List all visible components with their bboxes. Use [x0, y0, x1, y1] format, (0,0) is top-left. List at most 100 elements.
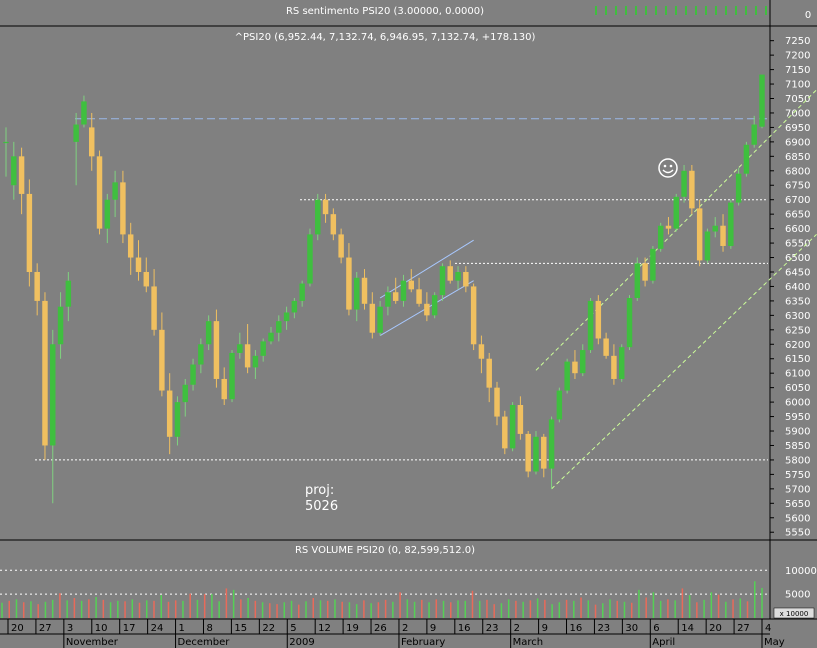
candle-body [634, 263, 641, 299]
volume-panel: RS VOLUME PSI20 (0, 82,599,512.0) 10000 5… [0, 540, 817, 620]
candle-body [283, 312, 290, 322]
candle-body [143, 271, 150, 287]
candle-body [618, 347, 625, 379]
candle-body [650, 248, 656, 281]
sentiment-title: RS sentimento PSI20 (3.00000, 0.0000) [286, 6, 484, 17]
candle-body [424, 303, 430, 316]
candle-body [673, 196, 679, 229]
y-tick-label: 6000 [785, 398, 810, 409]
x-tick-label: 19 [346, 623, 359, 634]
candle-body [517, 404, 524, 434]
y-tick-label: 6750 [785, 181, 810, 192]
x-tick-label: 23 [486, 623, 499, 634]
candle-body [182, 384, 188, 403]
y-tick-label: 6450 [785, 267, 810, 278]
candle-body [299, 283, 305, 301]
candle-body [416, 289, 422, 304]
trendlines [379, 89, 817, 490]
candle-body [50, 344, 56, 446]
candle-body [541, 436, 547, 469]
y-tick-label: 6800 [785, 166, 810, 177]
volume-bars [1, 581, 763, 618]
x-axis: 20 27 3 10 17 24 1 8 15 22 5 12 19 26 2 9 16 23 2 9 16 23 30 6 1… [0, 619, 785, 648]
x-tick-label: 12 [318, 623, 331, 634]
candle-body [353, 277, 360, 310]
candle-body [439, 266, 446, 296]
candle-body [151, 286, 157, 330]
candle-body [611, 355, 617, 379]
x-tick-label: 22 [262, 623, 275, 634]
y-tick-label: 7250 [785, 36, 810, 47]
candle-body [580, 350, 586, 374]
x-tick-label: 1 [179, 623, 185, 634]
y-tick-label: 5900 [785, 427, 810, 438]
x-tick-label: 16 [458, 623, 471, 634]
x-tick-label: 2 [402, 623, 408, 634]
candle-body [315, 199, 321, 235]
candle-body [408, 280, 415, 290]
candle-body [338, 234, 344, 258]
candle-body [11, 156, 17, 186]
sentiment-axis-label: 0 [805, 10, 811, 21]
x-tick-label: 5 [290, 623, 296, 634]
volume-title: RS VOLUME PSI20 (0, 82,599,512.0) [295, 545, 475, 556]
candle-body [42, 300, 48, 446]
candle-body [260, 341, 266, 356]
candle-body [595, 300, 602, 339]
y-tick-label: 7000 [785, 108, 810, 119]
candle-body [626, 298, 633, 348]
candle-body [657, 225, 664, 249]
candle-body [642, 263, 648, 281]
candle-body [494, 387, 500, 417]
candle-body [478, 344, 485, 359]
candle-body [244, 344, 251, 368]
y-tick-label: 6550 [785, 239, 810, 250]
candle-body [18, 156, 25, 194]
month-label: November [66, 637, 119, 648]
y-tick-label: 5550 [785, 528, 810, 539]
volume-tick-label: 10000 [785, 566, 817, 577]
candle-body [743, 144, 750, 174]
y-tick-label: 6500 [785, 253, 810, 264]
x-tick-label: 10 [95, 623, 108, 634]
candle-body [556, 390, 563, 420]
y-tick-label: 6200 [785, 340, 810, 351]
candle-body [34, 271, 40, 301]
x-tick-label: 14 [681, 623, 694, 634]
x-tick-label: 6 [653, 623, 659, 634]
candle-body [712, 225, 718, 232]
candle-body [369, 303, 376, 333]
candle-body [166, 390, 173, 437]
y-tick-label: 6250 [785, 325, 810, 336]
candle-body [96, 156, 103, 229]
y-tick-label: 7150 [785, 65, 810, 76]
candle-body [65, 280, 72, 307]
candle-body [205, 321, 212, 345]
candle-body [759, 74, 765, 127]
volume-y-axis: 10000 5000 [785, 566, 817, 601]
price-title: ^PSI20 (6,952.44, 7,132.74, 6,946.95, 7,… [235, 32, 536, 43]
x-tick-label: 26 [374, 623, 387, 634]
candle-body [307, 234, 313, 284]
y-tick-label: 5850 [785, 441, 810, 452]
candle-body [127, 234, 134, 258]
x-tick-label: 8 [206, 623, 212, 634]
candle-body [135, 257, 142, 272]
y-tick-label: 5950 [785, 412, 810, 423]
candle-body [572, 361, 578, 374]
x-tick-label: 27 [39, 623, 52, 634]
candle-body [486, 358, 492, 388]
projection-value: 5026 [305, 499, 338, 514]
x-tick-label: 24 [151, 623, 164, 634]
candle-body [463, 271, 469, 287]
y-tick-label: 6650 [785, 210, 810, 221]
candle-body [252, 355, 259, 368]
candle-body [704, 231, 711, 261]
candle-body [502, 416, 508, 449]
month-label: April [652, 637, 675, 648]
candle-body [159, 329, 165, 391]
candle-body [221, 378, 227, 400]
candle-body [548, 419, 555, 469]
month-label: February [401, 637, 445, 648]
